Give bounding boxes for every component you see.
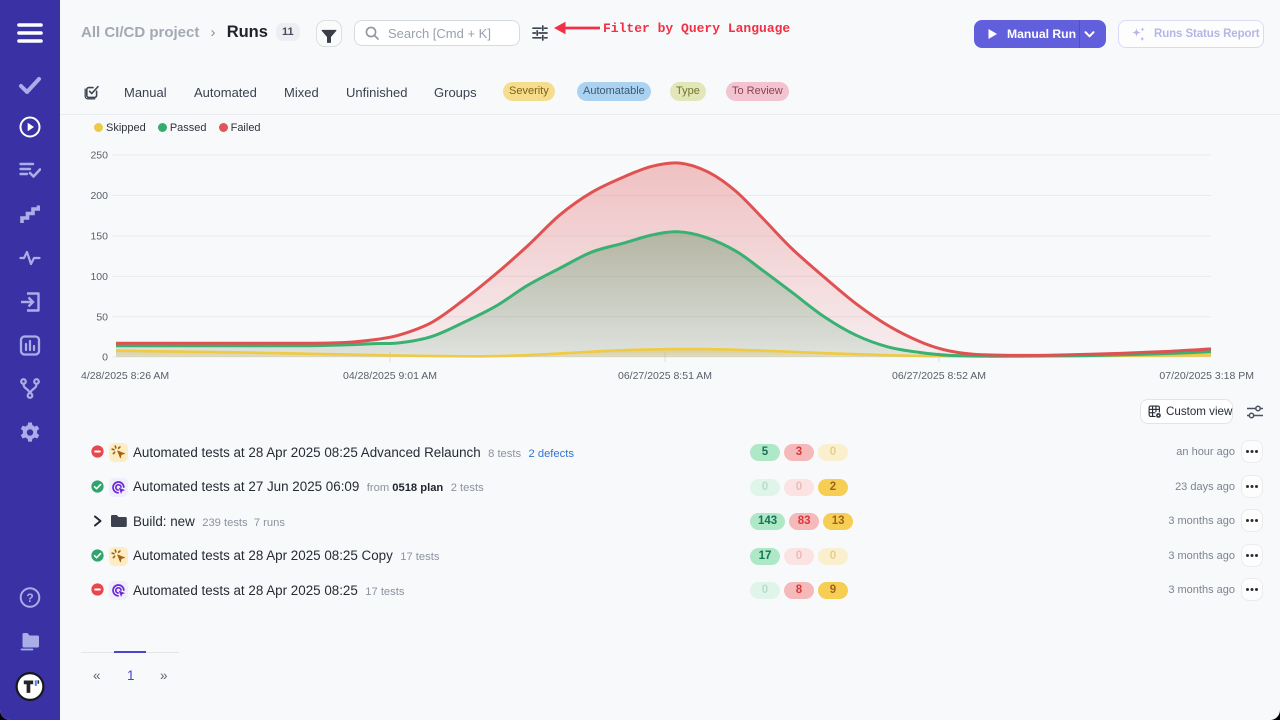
svg-text:50: 50 xyxy=(96,311,108,323)
svg-text:200: 200 xyxy=(90,190,108,202)
svg-text:06/27/2025 8:51 AM: 06/27/2025 8:51 AM xyxy=(618,370,712,382)
svg-text:06/27/2025 8:52 AM: 06/27/2025 8:52 AM xyxy=(892,370,986,382)
svg-text:4/28/2025 8:26 AM: 4/28/2025 8:26 AM xyxy=(81,370,169,382)
svg-text:250: 250 xyxy=(90,150,108,162)
svg-text:150: 150 xyxy=(90,231,108,243)
svg-text:?: ? xyxy=(26,591,33,605)
svg-text:100: 100 xyxy=(90,271,108,283)
svg-text:0: 0 xyxy=(102,352,108,364)
svg-text:04/28/2025 9:01 AM: 04/28/2025 9:01 AM xyxy=(343,370,437,382)
svg-text:07/20/2025 3:18 PM: 07/20/2025 3:18 PM xyxy=(1159,370,1254,382)
